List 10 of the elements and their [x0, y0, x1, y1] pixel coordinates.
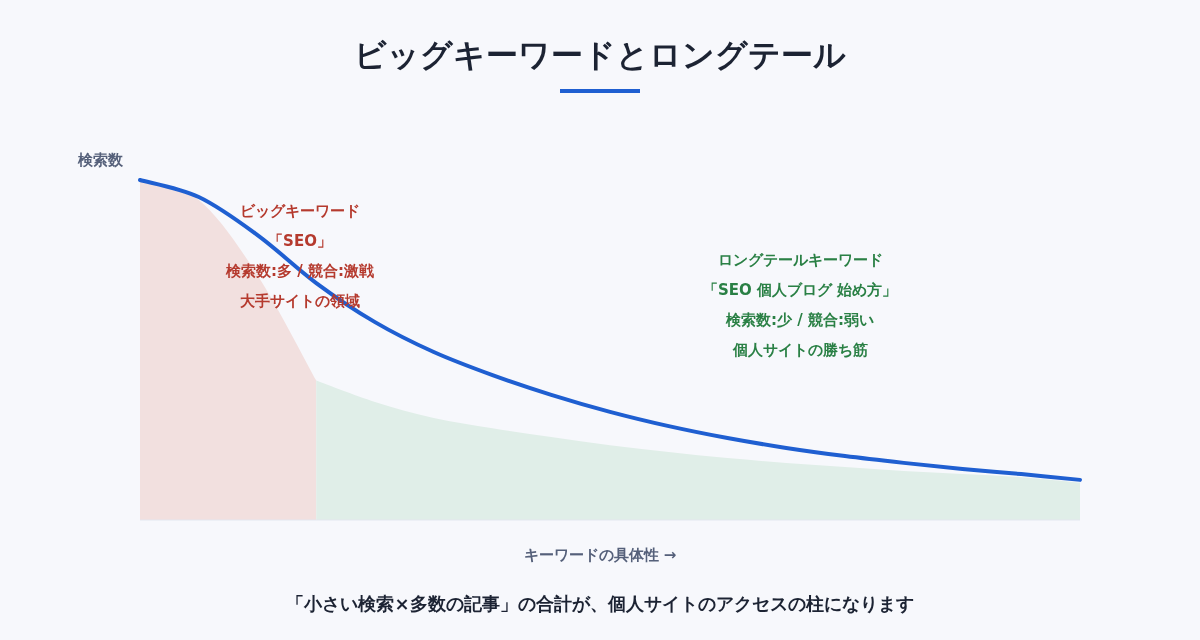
annotation: 「SEO」: [268, 232, 332, 250]
annotation: 個人サイトの勝ち筋: [731, 341, 868, 359]
annotation: ロングテールキーワード: [717, 251, 883, 269]
annotation: 「SEO 個人ブログ 始め方」: [702, 281, 898, 299]
y-axis-title: 検索数: [76, 151, 124, 169]
text: 「小さい検索×多数の記事」の合計が、個人サイトのアクセスの柱になります: [286, 593, 914, 614]
annotation: ビッグキーワード: [240, 202, 360, 220]
chart-title: ビッグキーワードとロングテール: [354, 36, 846, 74]
x-axis-title: キーワードの具体性 →: [523, 546, 677, 564]
annotation: 検索数:少 / 競合:弱い: [725, 311, 874, 329]
